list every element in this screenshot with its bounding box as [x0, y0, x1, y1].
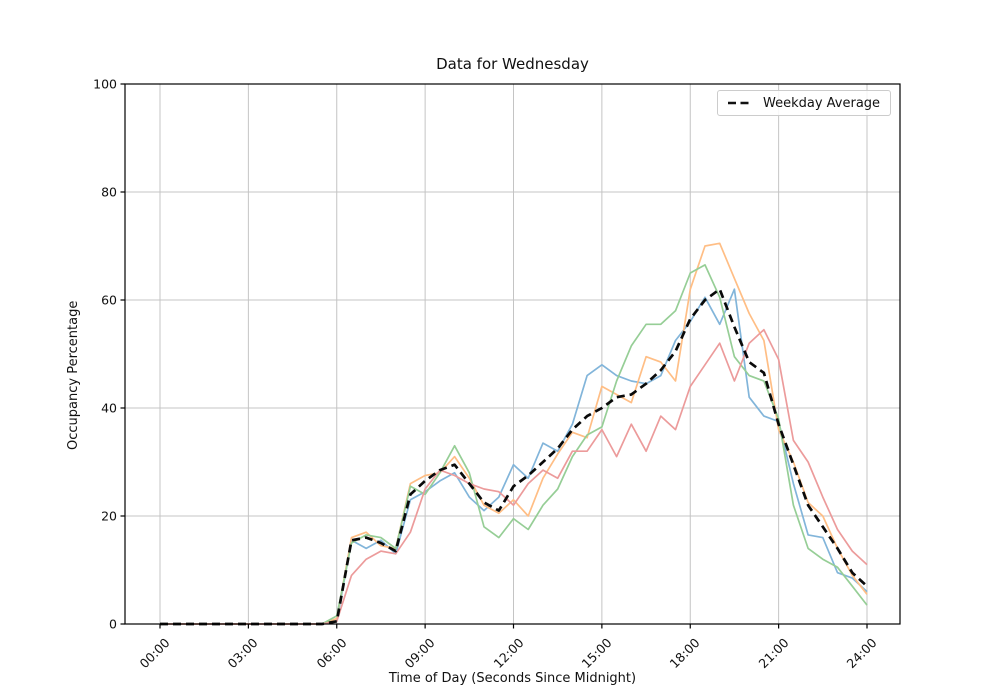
y-tick-label: 0 — [109, 616, 117, 632]
x-axis-label: Time of Day (Seconds Since Midnight) — [388, 671, 637, 686]
plot-border — [124, 83, 901, 625]
legend-entry-label: Weekday Average — [763, 95, 881, 111]
y-tick-label: 60 — [101, 292, 117, 308]
legend-dash-icon — [728, 101, 753, 105]
y-axis-label: Occupancy Percentage — [66, 300, 81, 450]
y-tick-label: 100 — [93, 76, 117, 92]
chart-title: Data for Wednesday — [436, 55, 589, 73]
legend: Weekday Average — [717, 90, 892, 116]
y-tick-label: 80 — [101, 184, 117, 200]
y-tick-label: 40 — [101, 400, 117, 416]
y-tick-label: 20 — [101, 508, 117, 524]
